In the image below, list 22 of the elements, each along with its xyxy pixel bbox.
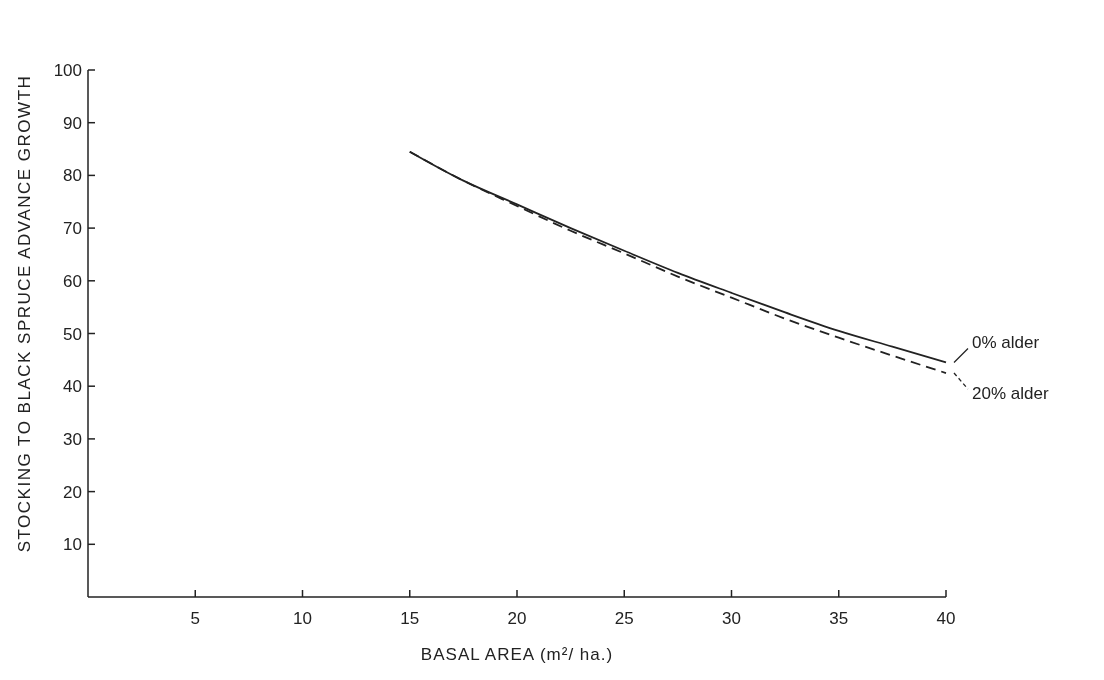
x-tick-label: 15 (400, 609, 420, 628)
x-tick-label: 35 (829, 609, 849, 628)
y-tick-label: 60 (63, 271, 82, 291)
y-tick-label: 30 (63, 429, 82, 449)
x-axis-title: BASAL AREA (m²/ ha.) (420, 645, 614, 664)
y-tick-label: 80 (63, 166, 82, 186)
y-tick-label: 70 (63, 219, 82, 239)
y-tick-label: 40 (63, 377, 82, 397)
x-tick-label: 10 (293, 609, 312, 628)
series-label: 0% alder (972, 333, 1040, 353)
y-axis-title: STOCKING TO BLACK SPRUCE ADVANCE GROWTH (15, 74, 34, 553)
y-tick-label: 20 (63, 482, 82, 502)
x-tick-label: 25 (614, 609, 634, 628)
x-tick-label: 40 (936, 609, 956, 628)
y-tick-label: 50 (63, 324, 82, 344)
y-tick-label: 90 (63, 113, 82, 133)
y-tick-label: 10 (63, 535, 82, 555)
x-tick-label: 30 (722, 609, 741, 628)
x-tick-label: 20 (507, 609, 527, 628)
legend-label: 20% alder (972, 384, 1049, 404)
x-tick-label: 5 (190, 609, 200, 628)
y-tick-label: 100 (53, 61, 82, 80)
